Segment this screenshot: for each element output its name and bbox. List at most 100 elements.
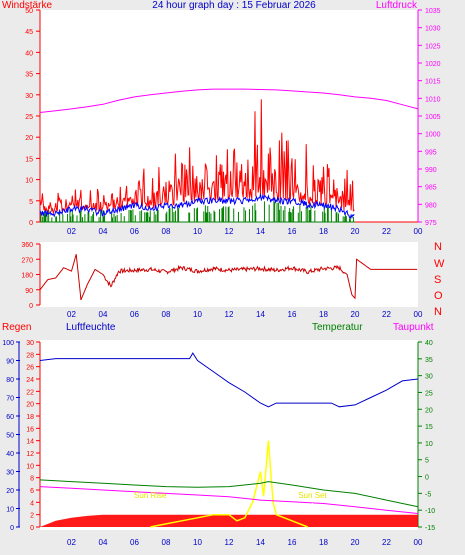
x-tick-label: 18: [319, 538, 328, 547]
wind-axis-tick-label: 50: [25, 8, 33, 15]
wind-axis-tick-label: 10: [25, 178, 33, 185]
humidity-axis-tick-label: 60: [6, 414, 14, 421]
x-tick-label: 22: [382, 227, 391, 236]
dewpoint-axis-title: Taupunkt: [393, 322, 434, 333]
wind-axis-tick-label: 30: [25, 93, 33, 100]
temperature-axis-tick-label: 20: [425, 407, 433, 414]
rain-axis-tick-label: 22: [26, 389, 34, 396]
direction-label-n-bottom: N: [434, 306, 442, 318]
wind-plot-area: [40, 10, 418, 222]
humidity-axis-tick-label: 0: [10, 525, 14, 532]
dewpoint-series-line: [39, 486, 419, 514]
rain-axis-tick-label: 20: [26, 402, 34, 409]
x-tick-label: 16: [288, 310, 297, 319]
x-tick-label: 08: [162, 227, 171, 236]
rain-axis-tick-label: 24: [26, 377, 34, 384]
x-tick-label: 02: [67, 227, 76, 236]
x-tick-label: 22: [382, 310, 391, 319]
temperature-axis-tick-label: -10: [425, 508, 435, 515]
x-tick-label: 06: [130, 227, 139, 236]
humidity-axis-tick-label: 90: [6, 359, 14, 366]
temperature-axis-tick-label: 10: [425, 441, 433, 448]
x-tick-label: 16: [288, 227, 297, 236]
x-tick-label: 20: [351, 310, 360, 319]
x-tick-label: 20: [351, 227, 360, 236]
direction-label-s: S: [434, 274, 441, 286]
avg-wind-series-line: [39, 193, 355, 220]
pressure-series-line: [39, 88, 419, 113]
x-tick-label: 00: [414, 310, 423, 319]
x-tick-label: 04: [99, 310, 108, 319]
rain-axis-tick-label: 2: [30, 513, 34, 520]
rain-axis-tick-label: 28: [26, 352, 34, 359]
direction-plot-area: [40, 242, 418, 307]
x-tick-label: 18: [319, 310, 328, 319]
rain-axis-tick-label: 26: [26, 365, 34, 372]
x-tick-label: 02: [67, 310, 76, 319]
direction-label-o: O: [434, 290, 443, 302]
temperature-axis-title: Temperatur: [312, 322, 363, 333]
pressure-axis-tick-label: 990: [425, 167, 437, 174]
direction-axis-tick-label: 0: [29, 303, 33, 310]
wind-axis-tick-label: 45: [25, 29, 33, 36]
direction-axis-tick-label: 270: [21, 257, 33, 264]
temperature-axis-tick-label: 0: [425, 475, 429, 482]
humidity-axis-tick-label: 100: [2, 340, 14, 347]
direction-label-w: W: [434, 258, 445, 270]
x-tick-label: 14: [256, 310, 265, 319]
x-tick-label: 12: [225, 227, 234, 236]
humidity-axis-tick-label: 80: [6, 377, 14, 384]
temperature-series-line: [39, 479, 419, 508]
x-tick-label: 00: [414, 227, 423, 236]
rain-axis-tick-label: 12: [26, 451, 34, 458]
temperature-axis-tick-label: 15: [425, 424, 433, 431]
pressure-axis-tick-label: 1015: [425, 79, 441, 86]
wind-axis-tick-label: 40: [25, 50, 33, 57]
x-tick-label: 10: [193, 310, 202, 319]
x-tick-label: 06: [130, 310, 139, 319]
temperature-axis-tick-label: 30: [425, 374, 433, 381]
x-tick-label: 20: [351, 538, 360, 547]
pressure-axis-tick-label: 1035: [425, 8, 441, 15]
x-tick-label: 06: [130, 538, 139, 547]
rain-axis-tick-label: 18: [26, 414, 34, 421]
x-tick-label: 08: [162, 310, 171, 319]
x-tick-label: 14: [256, 227, 265, 236]
wind-axis-tick-label: 5: [29, 199, 33, 206]
pressure-axis-tick-label: 1005: [425, 114, 441, 121]
x-tick-label: 04: [99, 227, 108, 236]
solar-series-line: [150, 440, 309, 528]
wind-axis-tick-label: 25: [25, 114, 33, 121]
rain-axis-tick-label: 10: [26, 463, 34, 470]
humidity-axis-title: Luftfeuchte: [66, 322, 116, 333]
direction-axis-tick-label: 180: [21, 273, 33, 280]
humidity-axis-tick-label: 40: [6, 451, 14, 458]
chart-title: 24 hour graph day : 15 Februar 2026: [152, 0, 316, 11]
pressure-axis-tick-label: 975: [425, 220, 437, 227]
x-tick-label: 18: [319, 227, 328, 236]
pressure-axis-tick-label: 985: [425, 185, 437, 192]
rain-series-area: [40, 514, 418, 527]
humidity-series-line: [39, 352, 419, 408]
rain-axis-tick-label: 6: [30, 488, 34, 495]
pressure-axis-tick-label: 1030: [425, 26, 441, 33]
pressure-axis-tick-label: 1010: [425, 96, 441, 103]
wind-direction-series-line: [39, 254, 418, 301]
humidity-axis-tick-label: 30: [6, 470, 14, 477]
x-tick-label: 08: [162, 538, 171, 547]
direction-axis-tick-label: 90: [25, 288, 33, 295]
rain-axis-tick-label: 16: [26, 426, 34, 433]
humidity-axis-tick-label: 70: [6, 396, 14, 403]
pressure-axis-tick-label: 1000: [425, 132, 441, 139]
x-tick-label: 02: [67, 538, 76, 547]
x-tick-label: 10: [193, 227, 202, 236]
rain-axis-tick-label: 30: [26, 340, 34, 347]
temperature-axis-tick-label: -5: [425, 491, 431, 498]
x-tick-label: 12: [225, 310, 234, 319]
rain-axis-tick-label: 0: [30, 525, 34, 532]
pressure-axis-tick-label: 1020: [425, 61, 441, 68]
direction-axis-tick-label: 360: [21, 242, 33, 249]
wind-axis-tick-label: 20: [25, 135, 33, 142]
humidity-axis-tick-label: 10: [6, 507, 14, 514]
